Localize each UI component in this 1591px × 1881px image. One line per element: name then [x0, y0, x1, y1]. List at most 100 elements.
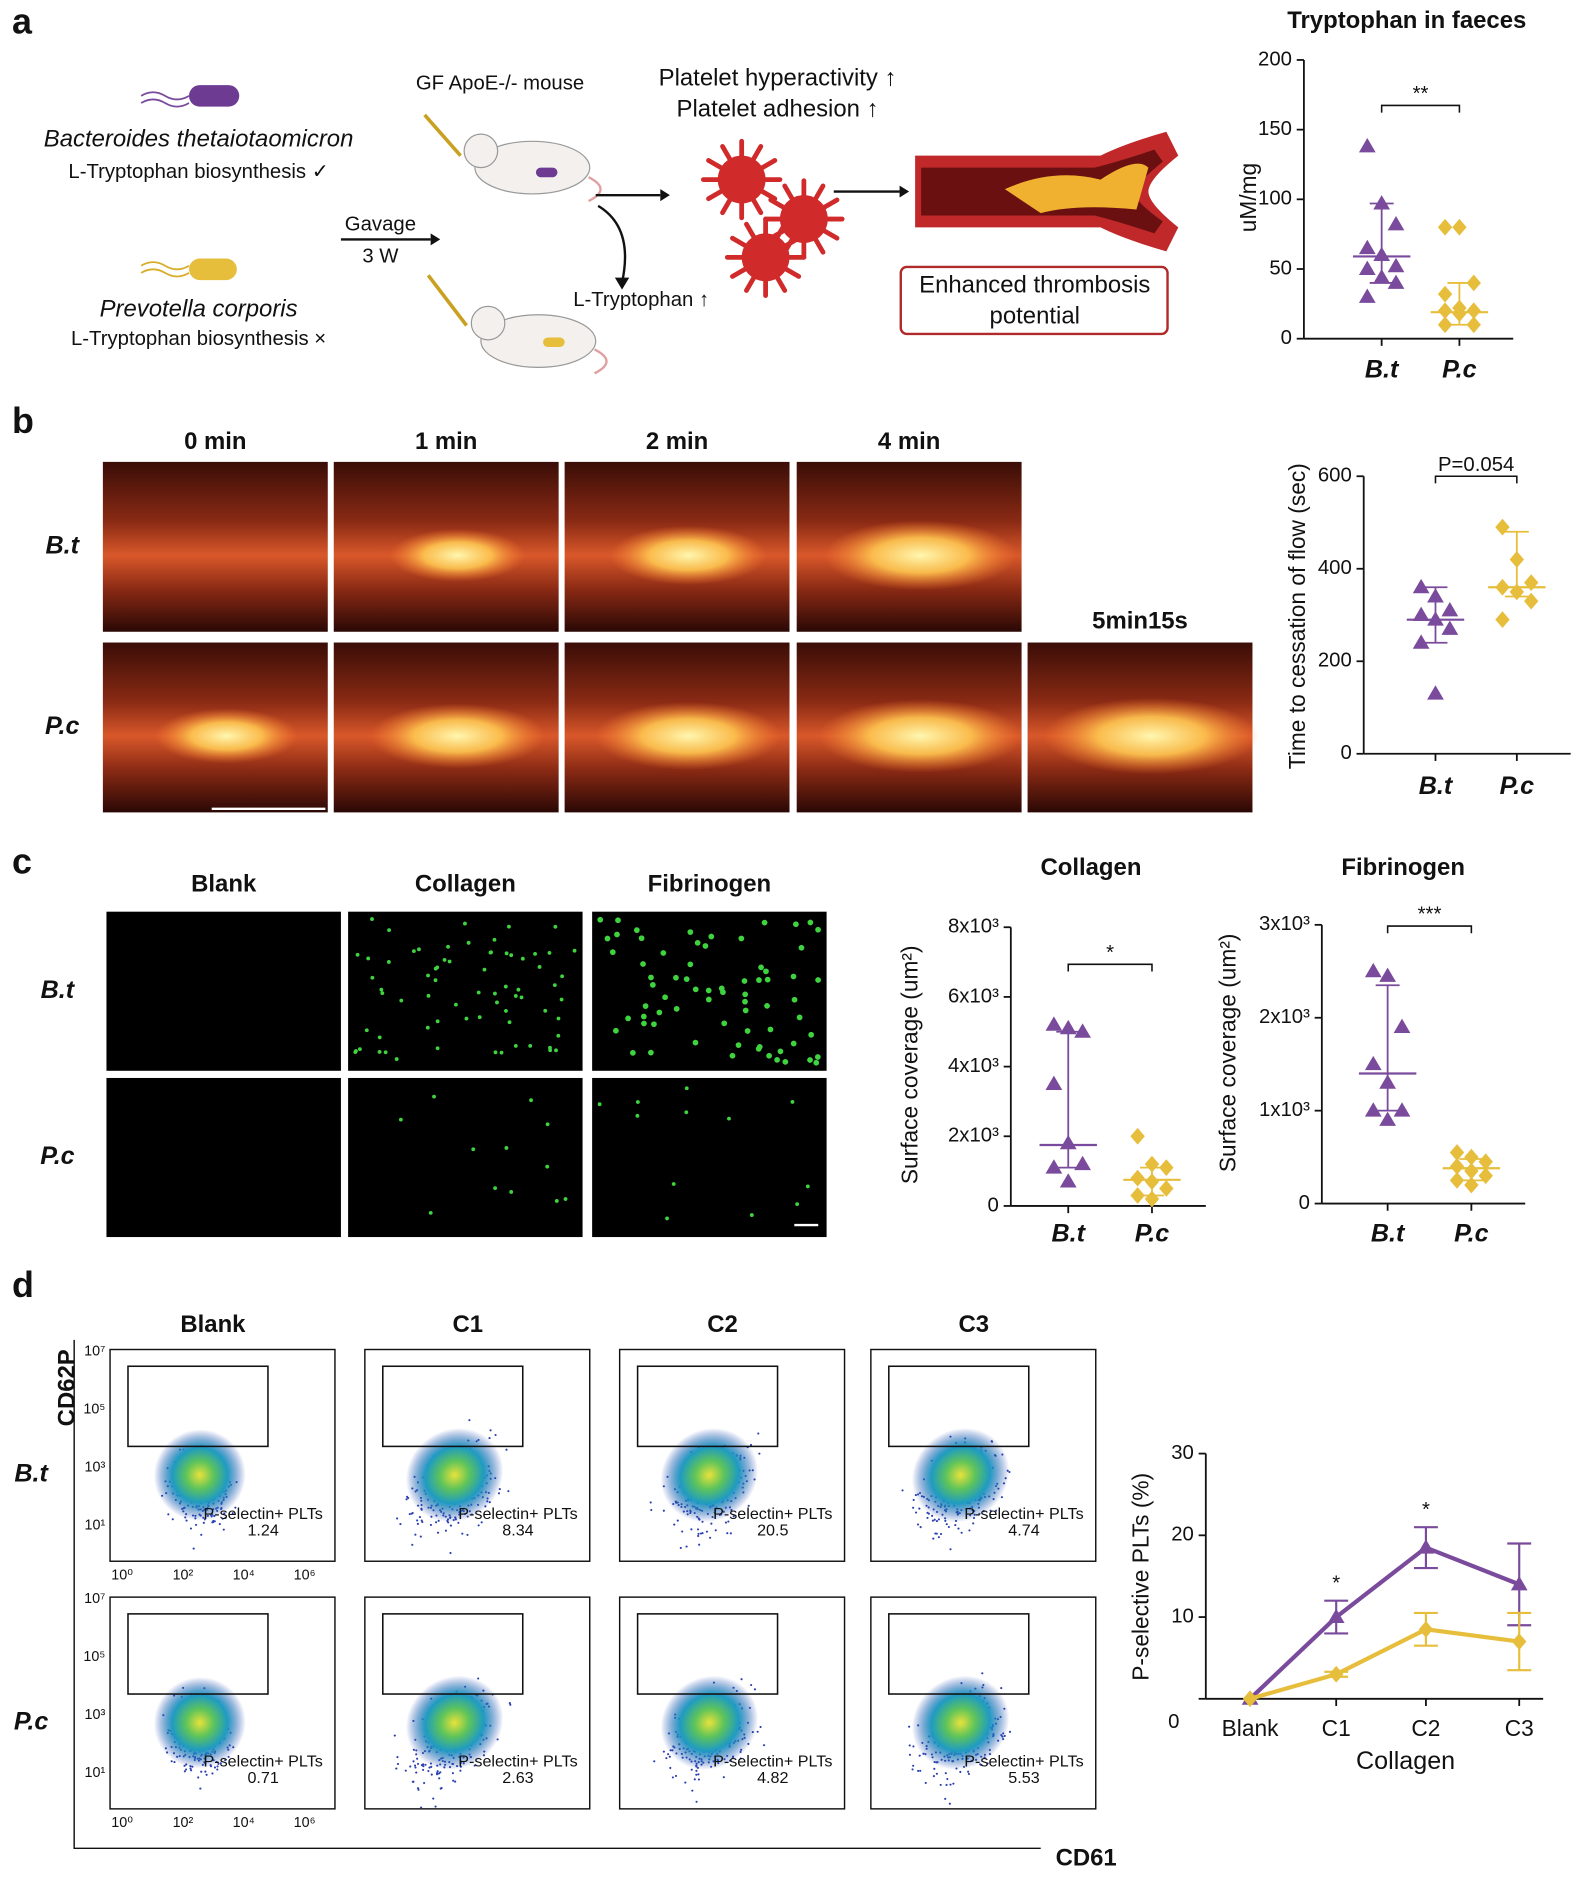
event [967, 1770, 970, 1773]
fluorescent-platelet [543, 1008, 548, 1013]
event [693, 1778, 696, 1781]
x-tick-label: 10² [173, 1815, 194, 1831]
fluorescent-platelet [493, 1050, 498, 1055]
event [507, 1490, 510, 1493]
fluorescent-platelet [399, 998, 404, 1003]
fluorescent-platelet [504, 951, 509, 956]
triangle-point [1059, 1173, 1077, 1188]
triangle-point [1373, 246, 1391, 262]
fluorescent-platelet [766, 1052, 772, 1059]
event [753, 1688, 757, 1691]
event [916, 1523, 920, 1526]
event [412, 1760, 415, 1763]
diamond-point [1495, 611, 1510, 629]
event [439, 1787, 442, 1790]
y-tick-label: 20 [1171, 1524, 1194, 1546]
column-label: Blank [191, 871, 257, 898]
event [221, 1517, 224, 1520]
event [972, 1522, 975, 1525]
diamond-point [1242, 1690, 1258, 1708]
triangle-point [1373, 268, 1391, 284]
event [477, 1677, 480, 1680]
fluorescent-platelet [547, 950, 552, 955]
fluorescent-platelet [509, 1190, 514, 1194]
triangle-point [1379, 1111, 1397, 1126]
fluorescent-platelet [735, 1042, 742, 1048]
density [405, 1428, 504, 1523]
density [660, 1675, 759, 1770]
y-tick-label: 0 [1299, 1192, 1310, 1214]
density [660, 1428, 759, 1523]
thrombus [1004, 163, 1149, 214]
x-tick-label: 10⁰ [111, 1567, 133, 1583]
event [489, 1429, 492, 1432]
fluorescent-platelet [489, 950, 493, 955]
fluorescent-platelet [764, 976, 771, 983]
event [995, 1509, 998, 1512]
panel-label: b [12, 401, 34, 441]
arrow [597, 204, 627, 283]
event [473, 1764, 476, 1767]
row-label: P.c [45, 712, 79, 740]
fluorescent-platelet [559, 997, 564, 1002]
fluorescent-platelet [635, 1113, 640, 1118]
x-tick-label: 10⁶ [294, 1567, 316, 1583]
y-tick-label: 4x10³ [948, 1055, 999, 1077]
event [679, 1546, 682, 1550]
y-axis-label: Surface coverage (um²) [897, 945, 923, 1184]
event [407, 1496, 410, 1500]
fluorescent-platelet [453, 1002, 458, 1007]
event [497, 1492, 501, 1495]
triangle-point [1358, 137, 1376, 153]
triangle-point [1441, 602, 1459, 617]
density [911, 1675, 1010, 1770]
x-tick-label: B.t [1371, 1219, 1406, 1247]
event [665, 1757, 668, 1760]
event [944, 1772, 947, 1775]
event [461, 1532, 464, 1535]
event [695, 1769, 698, 1772]
x-tick-label: 10⁶ [294, 1815, 316, 1831]
event [429, 1523, 432, 1527]
event [685, 1545, 688, 1548]
fluorescent-platelet [749, 1213, 754, 1218]
event [935, 1772, 938, 1775]
fluorescent-platelet [727, 1116, 731, 1121]
y-tick-label: 100 [1258, 188, 1292, 210]
fluorescent-platelet [492, 991, 497, 996]
y-tick-label: 200 [1318, 650, 1352, 672]
event [222, 1528, 225, 1531]
series-line [1249, 1627, 1520, 1701]
outcome-box [899, 265, 1169, 336]
event [697, 1773, 700, 1776]
column-label: 2 min [646, 428, 708, 455]
event [649, 1501, 652, 1504]
fluorescent-platelet [495, 1000, 499, 1005]
fluorescent-platelet [815, 977, 821, 983]
label: potential [990, 302, 1080, 329]
event [200, 1533, 203, 1536]
clot [1043, 697, 1259, 775]
event [740, 1678, 743, 1681]
fluorescent-platelet [807, 1057, 813, 1063]
tail [588, 176, 602, 203]
event [1008, 1730, 1012, 1733]
event [205, 1773, 208, 1776]
event [952, 1782, 955, 1785]
fluorescent-platelet [398, 1117, 403, 1122]
event [662, 1750, 665, 1753]
clot [595, 701, 782, 770]
diamond-point [1512, 1633, 1527, 1650]
fluorescent-platelet [684, 1110, 689, 1115]
triangle-point [1373, 195, 1391, 210]
x-tick-label: 10⁰ [111, 1815, 133, 1831]
y-tick-label: 0 [988, 1194, 999, 1216]
fluorescent-platelet [791, 996, 798, 1003]
event [420, 1806, 423, 1809]
diamond-point [1437, 316, 1453, 334]
event [197, 1776, 200, 1779]
label: Enhanced thrombosis [919, 271, 1150, 298]
fluorescent-platelet [370, 917, 374, 922]
gate [127, 1613, 269, 1695]
